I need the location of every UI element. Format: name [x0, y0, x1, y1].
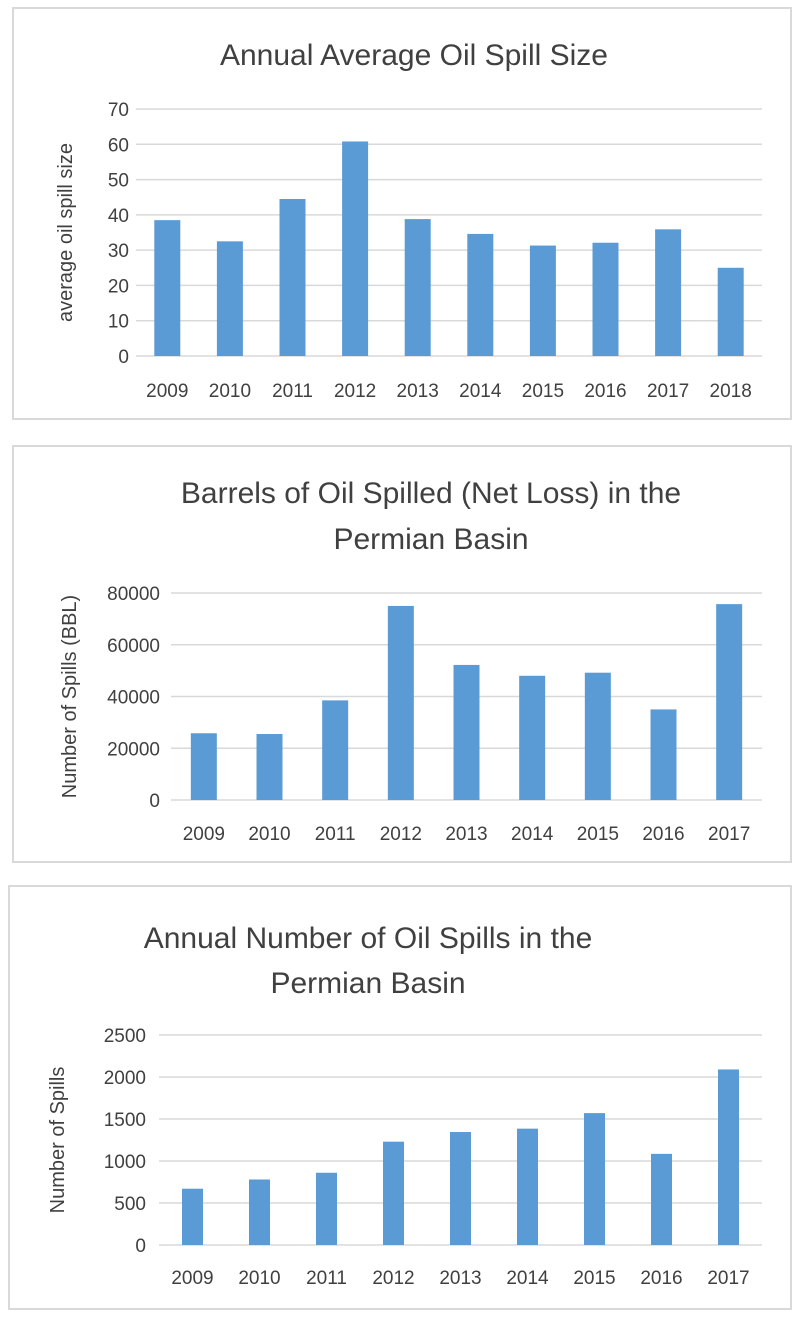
bar-2011: [322, 700, 349, 800]
bar-2011: [279, 198, 306, 356]
x-tick-label: 2016: [642, 824, 684, 845]
y-tick-label: 0: [149, 791, 160, 812]
x-tick-label: 2010: [248, 824, 290, 845]
y-tick-label: 1500: [104, 1110, 146, 1131]
bar-2014: [519, 675, 546, 800]
chart-svg: Annual Number of Oil Spills in the Permia…: [47, 922, 762, 1289]
x-tick-label: 2017: [647, 381, 689, 402]
y-tick-label: 10: [108, 312, 129, 333]
bar-2012: [387, 605, 414, 800]
y-tick-label: 2000: [104, 1068, 146, 1089]
bar-2012: [342, 141, 369, 356]
chart-svg: Annual Average Oil Spill Size 0 10 20 30 40 50…: [55, 39, 762, 402]
x-tick-label: 2013: [439, 1268, 481, 1289]
y-tick-label: 70: [108, 100, 129, 121]
bar-2016: [650, 709, 677, 800]
bar-2014: [517, 1128, 538, 1245]
chart-title: Annual Average Oil Spill Size: [220, 39, 608, 72]
x-tick-label: 2014: [459, 381, 502, 402]
x-tick-label: 2016: [640, 1268, 682, 1289]
y-tick-label: 50: [108, 171, 129, 192]
x-tick-label: 2011: [272, 381, 313, 402]
chart-average-spill-size: Annual Average Oil Spill Size 0 10 20 30 40 50…: [12, 7, 792, 420]
x-tick-label: 2014: [506, 1268, 549, 1289]
x-tick-label: 2012: [334, 381, 376, 402]
bar-2017: [718, 1069, 739, 1245]
x-tick-label: 2010: [209, 381, 251, 402]
chart-barrels-spilled: Barrels of Oil Spilled (Net Loss) in the…: [12, 445, 792, 863]
x-tick-label: 2015: [577, 824, 619, 845]
bar-2009: [182, 1188, 203, 1245]
bar-2015: [584, 1113, 605, 1245]
chart-title: Permian Basin: [270, 967, 465, 1000]
chart-svg: Barrels of Oil Spilled (Net Loss) in the…: [59, 477, 762, 845]
y-axis-title: Number of Spills (BBL): [59, 595, 81, 798]
bar-2013: [450, 1132, 471, 1245]
x-tick-label: 2017: [707, 1268, 749, 1289]
bar-2017: [655, 229, 682, 356]
bar-2013: [453, 664, 480, 800]
x-tick-label: 2013: [397, 381, 439, 402]
x-tick-label: 2015: [522, 381, 564, 402]
y-tick-label: 60000: [107, 636, 160, 657]
x-tick-label: 2012: [380, 824, 422, 845]
y-tick-label: 40000: [107, 688, 160, 709]
chart-title: Barrels of Oil Spilled (Net Loss) in the: [181, 477, 681, 510]
bar-2009: [190, 733, 217, 800]
bar-2010: [216, 241, 243, 356]
bar-2013: [404, 219, 431, 356]
x-tick-label: 2016: [584, 381, 626, 402]
y-tick-label: 1000: [104, 1152, 146, 1173]
x-tick-label: 2017: [708, 824, 750, 845]
chart-title: Annual Number of Oil Spills in the: [144, 922, 593, 955]
y-tick-label: 0: [118, 347, 129, 368]
x-tick-label: 2011: [306, 1268, 347, 1289]
x-tick-label: 2015: [573, 1268, 615, 1289]
x-tick-label: 2014: [511, 824, 554, 845]
y-tick-label: 20000: [107, 739, 160, 760]
bar-2015: [529, 245, 556, 356]
bar-2010: [249, 1179, 270, 1245]
bar-2016: [651, 1153, 672, 1245]
x-tick-label: 2009: [183, 824, 225, 845]
bar-2016: [592, 242, 619, 356]
bar-2018: [717, 267, 744, 356]
y-tick-label: 500: [114, 1194, 146, 1215]
x-tick-label: 2012: [372, 1268, 414, 1289]
bar-2009: [154, 220, 181, 356]
bar-2017: [716, 604, 743, 800]
bar-2011: [316, 1172, 337, 1245]
y-tick-label: 40: [108, 206, 129, 227]
chart-title: Permian Basin: [333, 523, 528, 556]
x-tick-label: 2010: [238, 1268, 280, 1289]
y-tick-label: 60: [108, 135, 129, 156]
bar-2012: [383, 1141, 404, 1245]
y-tick-label: 30: [108, 241, 129, 262]
y-tick-label: 20: [108, 276, 129, 297]
x-tick-label: 2013: [445, 824, 487, 845]
x-tick-label: 2009: [146, 381, 188, 402]
x-tick-label: 2011: [315, 824, 356, 845]
x-tick-label: 2009: [171, 1268, 213, 1289]
x-tick-label: 2018: [710, 381, 752, 402]
bar-2014: [467, 233, 494, 356]
y-tick-label: 2500: [104, 1026, 146, 1047]
bar-2015: [584, 672, 611, 800]
y-tick-label: 80000: [107, 584, 160, 605]
bar-2010: [256, 734, 283, 800]
y-axis-title: average oil spill size: [55, 143, 77, 322]
y-axis-title: Number of Spills: [47, 1067, 69, 1214]
chart-number-of-spills: Annual Number of Oil Spills in the Permia…: [8, 885, 792, 1310]
y-tick-label: 0: [135, 1236, 146, 1257]
